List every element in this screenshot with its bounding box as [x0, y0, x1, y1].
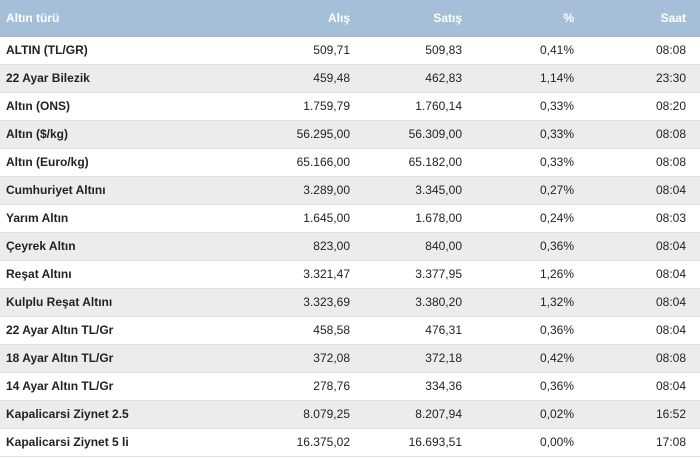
sell-price-cell: 8.207,94 — [360, 400, 472, 429]
table-header: Altın türü Alış Satış % Saat — [0, 0, 700, 37]
time-cell: 08:08 — [584, 344, 700, 373]
table-row: 14 Ayar Altın TL/Gr 278,76 334,36 0,36% 08:0… — [0, 372, 700, 401]
time-cell: 17:08 — [584, 428, 700, 457]
buy-price-cell: 1.645,00 — [250, 204, 360, 233]
table-row: ALTIN (TL/GR) 509,71 509,83 0,41% 08:08 — [0, 36, 700, 65]
table-row: Yarım Altın 1.645,00 1.678,00 0,24% 08:03 — [0, 204, 700, 233]
gold-type-cell: ALTIN (TL/GR) — [0, 36, 250, 65]
sell-price-cell: 1.678,00 — [360, 204, 472, 233]
sell-price-cell: 3.345,00 — [360, 176, 472, 205]
time-cell: 23:30 — [584, 64, 700, 93]
time-cell: 08:04 — [584, 372, 700, 401]
gold-type-cell: 18 Ayar Altın TL/Gr — [0, 344, 250, 373]
table-row: Reşat Altını 3.321,47 3.377,95 1,26% 08:04 — [0, 260, 700, 289]
table-row: 22 Ayar Bilezik 459,48 462,83 1,14% 23:30 — [0, 64, 700, 93]
column-header-change-percent[interactable]: % — [472, 0, 584, 37]
table-row: 18 Ayar Altın TL/Gr 372,08 372,18 0,42% 08:0… — [0, 344, 700, 373]
change-percent-cell: 0,24% — [472, 204, 584, 233]
buy-price-cell: 16.375,02 — [250, 428, 360, 457]
table-body: ALTIN (TL/GR) 509,71 509,83 0,41% 08:08 22 Ay… — [0, 36, 700, 457]
gold-type-cell: Kapalicarsi Ziynet 5 li — [0, 428, 250, 457]
column-header-name[interactable]: Altın türü — [0, 0, 250, 37]
table-row: Altın (ONS) 1.759,79 1.760,14 0,33% 08:20 — [0, 92, 700, 121]
sell-price-cell: 840,00 — [360, 232, 472, 261]
gold-type-cell: 22 Ayar Altın TL/Gr — [0, 316, 250, 345]
buy-price-cell: 3.323,69 — [250, 288, 360, 317]
gold-type-cell: Yarım Altın — [0, 204, 250, 233]
change-percent-cell: 0,33% — [472, 120, 584, 149]
sell-price-cell: 334,36 — [360, 372, 472, 401]
table-row: Cumhuriyet Altını 3.289,00 3.345,00 0,27% 08… — [0, 176, 700, 205]
buy-price-cell: 823,00 — [250, 232, 360, 261]
time-cell: 08:20 — [584, 92, 700, 121]
time-cell: 08:08 — [584, 120, 700, 149]
change-percent-cell: 1,32% — [472, 288, 584, 317]
change-percent-cell: 0,42% — [472, 344, 584, 373]
sell-price-cell: 16.693,51 — [360, 428, 472, 457]
buy-price-cell: 1.759,79 — [250, 92, 360, 121]
buy-price-cell: 8.079,25 — [250, 400, 360, 429]
time-cell: 08:08 — [584, 36, 700, 65]
sell-price-cell: 462,83 — [360, 64, 472, 93]
table-row: Çeyrek Altın 823,00 840,00 0,36% 08:04 — [0, 232, 700, 261]
change-percent-cell: 0,00% — [472, 428, 584, 457]
time-cell: 08:04 — [584, 288, 700, 317]
gold-type-cell: Kulplu Reşat Altını — [0, 288, 250, 317]
change-percent-cell: 1,14% — [472, 64, 584, 93]
gold-type-cell: Cumhuriyet Altını — [0, 176, 250, 205]
sell-price-cell: 65.182,00 — [360, 148, 472, 177]
sell-price-cell: 56.309,00 — [360, 120, 472, 149]
gold-type-cell: Altın ($/kg) — [0, 120, 250, 149]
sell-price-cell: 372,18 — [360, 344, 472, 373]
buy-price-cell: 278,76 — [250, 372, 360, 401]
time-cell: 08:04 — [584, 176, 700, 205]
time-cell: 08:04 — [584, 232, 700, 261]
buy-price-cell: 3.321,47 — [250, 260, 360, 289]
column-header-time[interactable]: Saat — [584, 0, 700, 37]
header-row: Altın türü Alış Satış % Saat — [0, 0, 700, 37]
buy-price-cell: 56.295,00 — [250, 120, 360, 149]
buy-price-cell: 3.289,00 — [250, 176, 360, 205]
buy-price-cell: 65.166,00 — [250, 148, 360, 177]
gold-type-cell: Altın (Euro/kg) — [0, 148, 250, 177]
buy-price-cell: 459,48 — [250, 64, 360, 93]
column-header-buy[interactable]: Alış — [250, 0, 360, 37]
table-row: Kapalicarsi Ziynet 2.5 8.079,25 8.207,94 0,… — [0, 400, 700, 429]
sell-price-cell: 3.377,95 — [360, 260, 472, 289]
buy-price-cell: 509,71 — [250, 36, 360, 65]
sell-price-cell: 3.380,20 — [360, 288, 472, 317]
change-percent-cell: 1,26% — [472, 260, 584, 289]
sell-price-cell: 476,31 — [360, 316, 472, 345]
buy-price-cell: 458,58 — [250, 316, 360, 345]
table-row: 22 Ayar Altın TL/Gr 458,58 476,31 0,36% 08:0… — [0, 316, 700, 345]
table-row: Altın ($/kg) 56.295,00 56.309,00 0,33% 08:08 — [0, 120, 700, 149]
table-row: Altın (Euro/kg) 65.166,00 65.182,00 0,33% 08… — [0, 148, 700, 177]
time-cell: 08:04 — [584, 316, 700, 345]
table-row: Kapalicarsi Ziynet 5 li 16.375,02 16.693,5… — [0, 428, 700, 457]
time-cell: 08:08 — [584, 148, 700, 177]
change-percent-cell: 0,36% — [472, 316, 584, 345]
gold-type-cell: Kapalicarsi Ziynet 2.5 — [0, 400, 250, 429]
gold-type-cell: 14 Ayar Altın TL/Gr — [0, 372, 250, 401]
gold-type-cell: Reşat Altını — [0, 260, 250, 289]
buy-price-cell: 372,08 — [250, 344, 360, 373]
change-percent-cell: 0,27% — [472, 176, 584, 205]
gold-type-cell: 22 Ayar Bilezik — [0, 64, 250, 93]
change-percent-cell: 0,33% — [472, 148, 584, 177]
change-percent-cell: 0,33% — [472, 92, 584, 121]
change-percent-cell: 0,36% — [472, 372, 584, 401]
gold-type-cell: Altın (ONS) — [0, 92, 250, 121]
table-row: Kulplu Reşat Altını 3.323,69 3.380,20 1,32%… — [0, 288, 700, 317]
sell-price-cell: 509,83 — [360, 36, 472, 65]
change-percent-cell: 0,36% — [472, 232, 584, 261]
time-cell: 08:04 — [584, 260, 700, 289]
change-percent-cell: 0,02% — [472, 400, 584, 429]
sell-price-cell: 1.760,14 — [360, 92, 472, 121]
time-cell: 08:03 — [584, 204, 700, 233]
time-cell: 16:52 — [584, 400, 700, 429]
gold-type-cell: Çeyrek Altın — [0, 232, 250, 261]
change-percent-cell: 0,41% — [472, 36, 584, 65]
column-header-sell[interactable]: Satış — [360, 0, 472, 37]
